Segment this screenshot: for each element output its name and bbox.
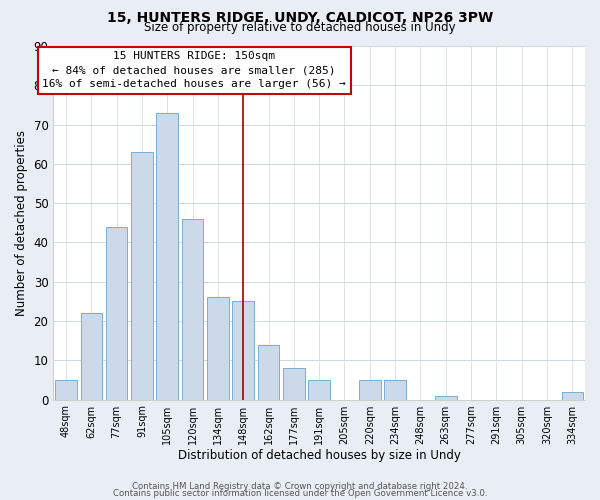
Bar: [283, 368, 305, 400]
Bar: [55, 380, 77, 400]
Bar: [106, 226, 127, 400]
Bar: [80, 313, 102, 400]
Bar: [207, 298, 229, 400]
Text: 15, HUNTERS RIDGE, UNDY, CALDICOT, NP26 3PW: 15, HUNTERS RIDGE, UNDY, CALDICOT, NP26 …: [107, 11, 493, 25]
Bar: [131, 152, 152, 400]
Bar: [562, 392, 583, 400]
Bar: [385, 380, 406, 400]
Bar: [308, 380, 330, 400]
Bar: [232, 302, 254, 400]
Text: Size of property relative to detached houses in Undy: Size of property relative to detached ho…: [144, 22, 456, 35]
Bar: [435, 396, 457, 400]
Text: Contains public sector information licensed under the Open Government Licence v3: Contains public sector information licen…: [113, 488, 487, 498]
Bar: [359, 380, 380, 400]
Bar: [157, 113, 178, 400]
X-axis label: Distribution of detached houses by size in Undy: Distribution of detached houses by size …: [178, 450, 461, 462]
Text: 15 HUNTERS RIDGE: 150sqm
← 84% of detached houses are smaller (285)
16% of semi-: 15 HUNTERS RIDGE: 150sqm ← 84% of detach…: [43, 52, 346, 90]
Bar: [258, 344, 279, 400]
Bar: [182, 219, 203, 400]
Text: Contains HM Land Registry data © Crown copyright and database right 2024.: Contains HM Land Registry data © Crown c…: [132, 482, 468, 491]
Y-axis label: Number of detached properties: Number of detached properties: [15, 130, 28, 316]
